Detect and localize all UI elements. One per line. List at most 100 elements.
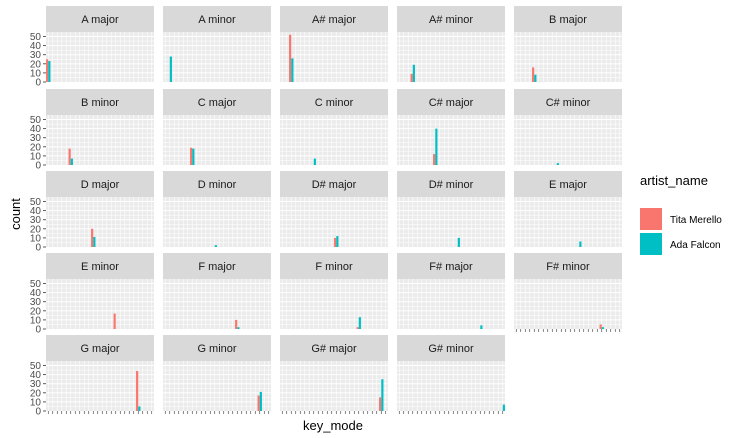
facet-strip-label: C# major bbox=[429, 97, 474, 109]
y-tick-label: 10 bbox=[30, 397, 42, 408]
bar bbox=[379, 397, 382, 411]
bar bbox=[113, 313, 116, 329]
panel-background bbox=[397, 279, 505, 329]
y-tick-label: 20 bbox=[30, 306, 42, 317]
panel-background bbox=[46, 279, 154, 329]
legend-title: artist_name bbox=[640, 173, 708, 188]
bar bbox=[257, 395, 260, 411]
facet-panel: C minor bbox=[280, 89, 388, 165]
panel-background bbox=[163, 32, 271, 82]
panel-background bbox=[163, 197, 271, 247]
panel-background bbox=[46, 197, 154, 247]
facet-strip bbox=[514, 6, 622, 32]
facet-strip-label: D minor bbox=[198, 179, 237, 191]
facet-strip-label: D# major bbox=[312, 179, 357, 191]
bar bbox=[93, 237, 96, 247]
facet-panel: F minor bbox=[280, 253, 388, 329]
panel-background bbox=[397, 197, 505, 247]
panel-background bbox=[514, 197, 622, 247]
panel-background bbox=[46, 32, 154, 82]
panel-background bbox=[280, 32, 388, 82]
facet-panel: A# major bbox=[280, 6, 388, 82]
facet-strip bbox=[163, 6, 271, 32]
y-tick-label: 30 bbox=[30, 379, 42, 390]
y-tick-label: 10 bbox=[30, 315, 42, 326]
bar bbox=[136, 371, 139, 411]
bar bbox=[534, 74, 537, 82]
facet-strip-label: D# minor bbox=[429, 179, 474, 191]
bar bbox=[358, 317, 361, 329]
legend-key bbox=[640, 233, 662, 255]
facet-strip bbox=[397, 171, 505, 197]
facet-panel: E major bbox=[514, 171, 622, 247]
facet-strip-label: D major bbox=[81, 179, 120, 191]
panel-background bbox=[46, 115, 154, 165]
bar bbox=[579, 241, 582, 247]
bar bbox=[480, 325, 483, 329]
y-tick-label: 50 bbox=[30, 115, 42, 126]
y-axis-title: count bbox=[8, 198, 23, 230]
y-tick-label: 50 bbox=[30, 197, 42, 208]
bar bbox=[410, 73, 413, 82]
facet-strip bbox=[514, 89, 622, 115]
y-tick-label: 40 bbox=[30, 206, 42, 217]
bar bbox=[48, 61, 51, 82]
y-tick-label: 10 bbox=[30, 151, 42, 162]
y-tick-label: 40 bbox=[30, 41, 42, 52]
facet-strip bbox=[46, 6, 154, 32]
bar bbox=[214, 245, 217, 247]
y-tick-label: 50 bbox=[30, 279, 42, 290]
panel-background bbox=[163, 361, 271, 411]
facet-strip-label: C major bbox=[198, 97, 237, 109]
bar bbox=[68, 148, 71, 165]
facet-strip-label: F# major bbox=[429, 261, 473, 273]
bar bbox=[289, 34, 292, 82]
panel-background bbox=[280, 115, 388, 165]
bar bbox=[502, 404, 505, 411]
y-tick-label: 10 bbox=[30, 68, 42, 79]
bar bbox=[46, 59, 49, 82]
y-tick-label: 30 bbox=[30, 215, 42, 226]
panel-background bbox=[163, 115, 271, 165]
facet-strip bbox=[46, 253, 154, 279]
bar bbox=[259, 391, 262, 411]
y-tick-label: 10 bbox=[30, 233, 42, 244]
facet-strip bbox=[280, 335, 388, 361]
facet-strip-label: B major bbox=[549, 14, 587, 26]
facet-strip bbox=[397, 335, 505, 361]
bar bbox=[381, 379, 384, 411]
bar bbox=[435, 128, 438, 165]
facet-panel: G minor bbox=[163, 335, 271, 414]
bar bbox=[192, 148, 195, 165]
facet-strip-label: G major bbox=[80, 343, 119, 355]
bar bbox=[70, 158, 73, 165]
panel-background bbox=[280, 361, 388, 411]
facet-panel: C# minor bbox=[514, 89, 622, 165]
bar bbox=[91, 228, 94, 247]
panel-background bbox=[514, 115, 622, 165]
facet-panel: F major bbox=[163, 253, 271, 329]
facet-strip-label: G# minor bbox=[428, 343, 474, 355]
y-tick-label: 20 bbox=[30, 59, 42, 70]
panel-background bbox=[514, 32, 622, 82]
facet-strip-label: E minor bbox=[81, 261, 119, 273]
legend-label: Tita Merello bbox=[670, 215, 722, 226]
bar bbox=[601, 327, 604, 329]
y-tick-label: 40 bbox=[30, 370, 42, 381]
panel-background bbox=[280, 279, 388, 329]
legend-label: Ada Falcon bbox=[670, 240, 721, 251]
facet-strip-label: G# major bbox=[311, 343, 357, 355]
facet-strip-label: F major bbox=[198, 261, 236, 273]
legend: artist_name Tita Merello Ada Falcon bbox=[640, 173, 722, 255]
legend-key bbox=[640, 208, 662, 230]
bar bbox=[334, 237, 337, 247]
y-tick-label: 0 bbox=[35, 161, 41, 172]
facet-strip bbox=[397, 89, 505, 115]
y-tick-label: 30 bbox=[30, 297, 42, 308]
facet-panel: A minor bbox=[163, 6, 271, 82]
